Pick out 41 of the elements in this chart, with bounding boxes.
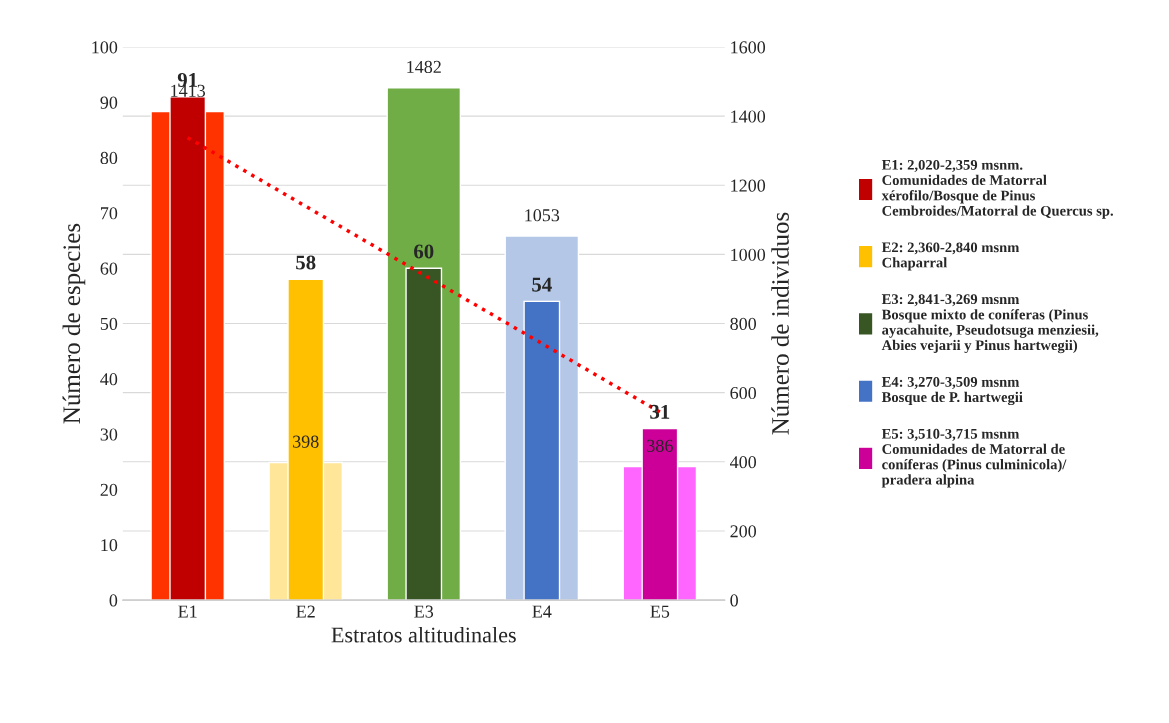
y-tick-label: 70 (101, 207, 118, 220)
y2-tick-label: 200 (730, 525, 757, 538)
data-label: 1053 (525, 209, 560, 222)
y-tick-label: 90 (100, 96, 118, 109)
y2-tick-label: 1000 (731, 248, 766, 261)
data-label: 1482 (407, 60, 441, 74)
x-tick-label: E4 (532, 605, 552, 618)
y2-tick-label: 1400 (731, 110, 766, 123)
y-tick-label: 50 (100, 317, 118, 330)
y-tick-label: 100 (92, 41, 118, 54)
x-tick-label: E3 (414, 605, 434, 618)
data-label: 31 (650, 404, 670, 419)
legend-label: E3: 2,841-3,269 msnm Bosque mixto de coníferas (Pinus ayacahuite, Pseudotsuga menziesii, Abies vejarii y Pinus hartwegii) (881, 294, 1099, 354)
y-axis-title: Número de especies (62, 223, 86, 424)
data-label: 386 (647, 439, 673, 452)
y-tick-label: 80 (100, 151, 118, 165)
data-label: 58 (296, 255, 316, 270)
y2-tick-label: 400 (729, 456, 757, 469)
legend-label: E1: 2,020-2,359 msnm. Comunidades de Matorral xérofilo/Bosque de Pinus Cembroides/Matorral de Quercus sp. (881, 159, 1113, 219)
y2-tick-label: 0 (730, 594, 738, 607)
y-tick-label: 10 (101, 539, 118, 552)
y2-tick-label: 1200 (731, 179, 766, 192)
y-tick-label: 40 (100, 373, 118, 386)
y-tick-label: 30 (100, 428, 118, 441)
legend-label: E5: 3,510-3,715 msnm Comunidades de Matorral de coníferas (Pinus culminicola)/ pradera alpina (881, 428, 1067, 488)
data-label: 54 (532, 277, 552, 292)
y-tick-label: 0 (109, 594, 118, 607)
legend-label: E2: 2,360-2,840 msnm Chaparral (881, 242, 1020, 271)
y2-tick-label: 800 (730, 317, 757, 330)
x-tick-label: E1 (178, 605, 197, 618)
y2-tick-label: 600 (730, 386, 757, 400)
x-axis-title: Estratos altitudinales (331, 626, 516, 643)
y2-tick-label: 1600 (731, 41, 766, 54)
x-tick-label: E5 (650, 605, 670, 618)
data-label: 398 (293, 435, 319, 448)
y-tick-label: 60 (100, 262, 118, 275)
y2-axis-title: Número de individuos (771, 212, 789, 435)
x-tick-label: E2 (296, 605, 315, 618)
data-label: 60 (414, 244, 434, 259)
legend-label: E4: 3,270-3,509 msnm Bosque de P. hartwegii (881, 376, 1023, 406)
y-tick-label: 20 (100, 483, 118, 496)
